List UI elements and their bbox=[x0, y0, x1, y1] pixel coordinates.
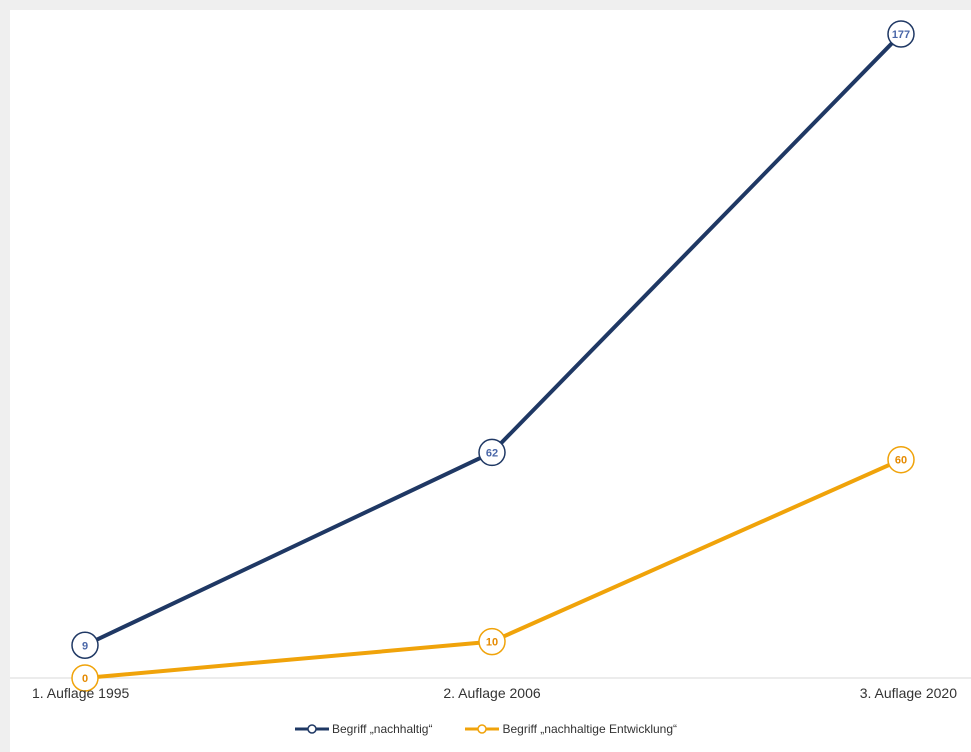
series-layer: 9 62 177 0 10 60 bbox=[71, 20, 915, 692]
data-point-s2-3 bbox=[887, 445, 915, 474]
legend: Begriff „nachhaltig“ Begriff „nachhaltig… bbox=[0, 722, 971, 736]
data-label-s1-3: 177 bbox=[892, 29, 910, 41]
legend-label-nachhaltige-entwicklung: Begriff „nachhaltige Entwicklung“ bbox=[502, 722, 678, 736]
x-axis-ticks: 1. Auflage 1995 2. Auflage 2006 3. Auflage… bbox=[32, 685, 957, 701]
data-label-s2-1: 0 bbox=[82, 673, 88, 685]
data-point-s1-1 bbox=[71, 631, 99, 660]
data-label-s2-3: 60 bbox=[895, 455, 907, 467]
legend-marker-nachhaltige-entwicklung bbox=[477, 724, 488, 734]
data-point-s1-3 bbox=[887, 20, 915, 48]
x-tick-label-2: 2. Auflage 2006 bbox=[443, 685, 541, 701]
data-point-s2-2 bbox=[478, 627, 506, 656]
legend-marker-nachhaltig bbox=[307, 724, 317, 734]
x-tick-label-1: 1. Auflage 1995 bbox=[32, 685, 130, 701]
legend-swatch-nachhaltig bbox=[294, 724, 329, 734]
data-point-s1-2 bbox=[478, 438, 506, 467]
legend-item-nachhaltig: Begriff „nachhaltig“ bbox=[294, 722, 433, 736]
data-point-s2-1 bbox=[71, 664, 99, 692]
data-label-s2-2: 10 bbox=[486, 637, 498, 649]
series-line-1 bbox=[84, 32, 903, 648]
data-label-s1-2: 62 bbox=[486, 447, 498, 459]
legend-label-nachhaltig: Begriff „nachhaltig“ bbox=[331, 722, 433, 736]
x-tick-label-3: 3. Auflage 2020 bbox=[860, 685, 958, 701]
legend-swatch-nachhaltige-entwicklung bbox=[465, 724, 500, 734]
legend-item-nachhaltige-entwicklung: Begriff „nachhaltige Entwicklung“ bbox=[464, 722, 677, 736]
data-label-s1-1: 9 bbox=[82, 640, 88, 652]
